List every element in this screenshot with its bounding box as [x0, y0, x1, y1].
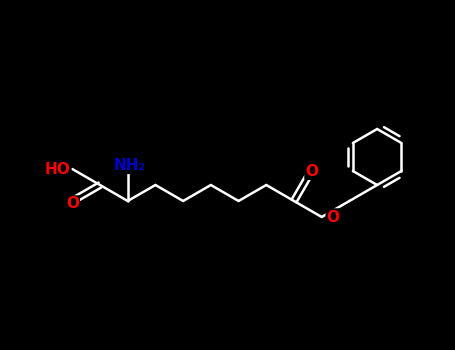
Text: NH₂: NH₂ [114, 158, 146, 173]
Text: O: O [66, 196, 79, 211]
Text: O: O [305, 164, 318, 179]
Text: HO: HO [45, 161, 70, 176]
Text: O: O [327, 210, 340, 224]
